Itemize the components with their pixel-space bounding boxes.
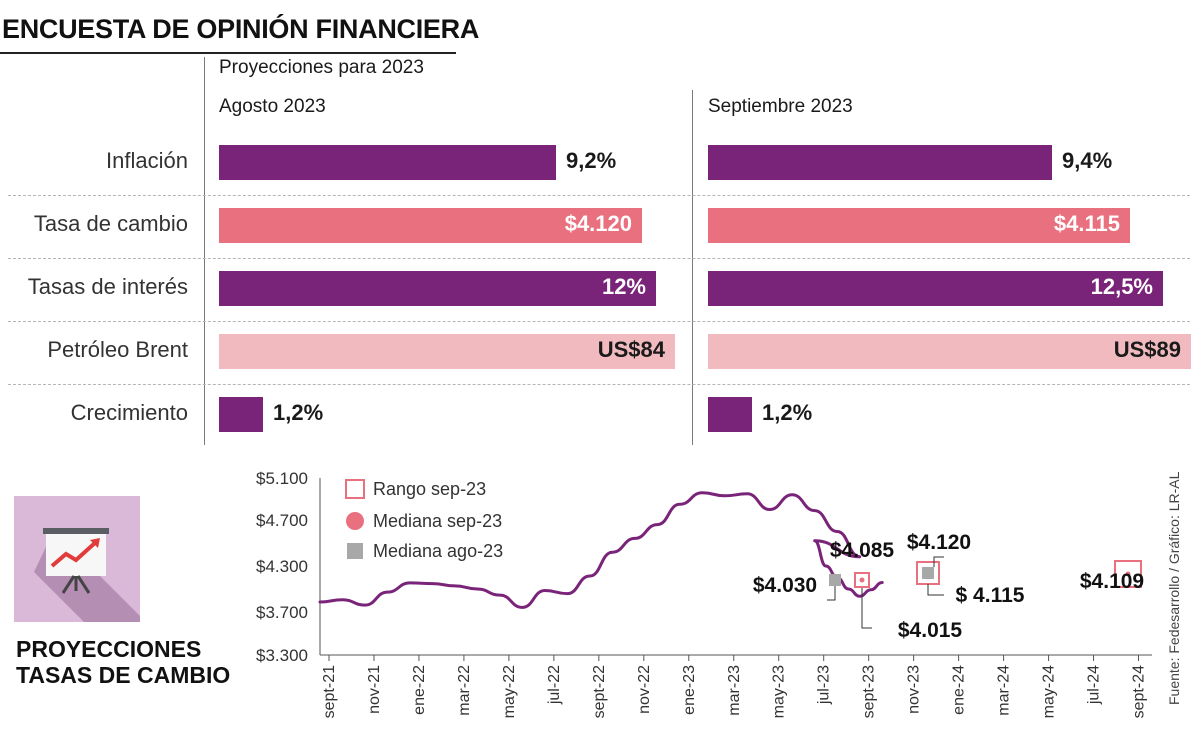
row-separator — [8, 195, 1190, 196]
median-sep-marker — [859, 577, 865, 583]
bar-aug: 12% — [219, 271, 656, 306]
x-tick-label: nov-23 — [906, 665, 923, 714]
source-note: Fuente: Fedesarrollo / Gráfico: LR-AL — [1166, 471, 1182, 705]
bar-value-label: 9,2% — [566, 148, 617, 173]
x-tick-label: mar-23 — [726, 665, 743, 716]
bar-value-label: 9,4% — [1062, 148, 1113, 173]
x-tick-label: sept-22 — [591, 665, 608, 718]
bar-value-label: 1,2% — [273, 400, 324, 425]
legend-label: Rango sep-23 — [373, 479, 486, 499]
x-tick-label: sept-24 — [1131, 665, 1148, 718]
point-label: $4.030 — [753, 574, 817, 597]
period-label-sep: Septiembre 2023 — [708, 96, 853, 117]
label-leader — [827, 586, 836, 601]
x-tick-label: ene-24 — [951, 665, 968, 715]
x-tick-label: sept-23 — [861, 665, 878, 718]
row-separator — [8, 321, 1190, 322]
row-separator — [8, 258, 1190, 259]
y-tick-label: $4.700 — [256, 511, 308, 530]
label-leader — [861, 588, 872, 629]
x-tick-label: may-23 — [771, 665, 788, 718]
y-tick-label: $3.700 — [256, 603, 308, 622]
chart-title: PROYECCIONES TASAS DE CAMBIO — [16, 636, 231, 688]
bar-sep — [708, 397, 752, 432]
x-tick-label: mar-22 — [456, 665, 473, 716]
median-sep-marker — [1125, 571, 1131, 577]
exchange-rate-line — [318, 491, 862, 609]
legend-label: Mediana ago-23 — [373, 541, 503, 561]
bar-sep: US$89 — [708, 334, 1191, 369]
legend-marker-median-sep — [346, 512, 364, 530]
row-separator — [8, 384, 1190, 385]
bar-value-label: 12,5% — [1090, 274, 1153, 299]
title-rule — [0, 52, 456, 54]
x-tick-label: may-24 — [1041, 665, 1058, 718]
legend-marker-range — [345, 479, 365, 499]
bar-aug: US$84 — [219, 334, 675, 369]
y-tick-label: $3.300 — [256, 646, 308, 665]
point-label: $4.109 — [1080, 570, 1144, 593]
x-tick-label: jul-24 — [1086, 665, 1103, 705]
label-leader — [933, 556, 944, 567]
x-tick-label: nov-22 — [636, 665, 653, 714]
bar-value-label: $4.120 — [564, 211, 632, 236]
presentation-chart-icon — [14, 496, 140, 622]
x-tick-label: sept-21 — [321, 665, 338, 718]
row-label: Tasas de interés — [27, 274, 188, 299]
legend-label: Mediana sep-23 — [373, 511, 502, 531]
bar-value-label: 12% — [601, 274, 646, 299]
divider-left — [204, 57, 205, 445]
bar-value-label: $4.115 — [1053, 211, 1120, 236]
bar-value-label: US$84 — [597, 337, 665, 362]
point-label: $4.085 — [830, 539, 895, 562]
median-aug-marker — [829, 574, 841, 586]
median-aug-marker — [922, 567, 934, 579]
x-tick-label: ene-22 — [411, 665, 428, 715]
subtitle: Proyecciones para 2023 — [219, 57, 424, 78]
label-leader — [927, 584, 944, 596]
y-tick-label: $4.300 — [256, 557, 308, 576]
row-label: Crecimiento — [70, 400, 188, 425]
period-label-aug: Agosto 2023 — [219, 96, 326, 117]
x-tick-label: may-22 — [501, 665, 518, 718]
exchange-rate-line — [813, 539, 884, 598]
bar-sep: $4.115 — [708, 208, 1130, 243]
x-tick-label: jul-22 — [546, 665, 563, 705]
row-label: Inflación — [106, 148, 188, 173]
row-label: Petróleo Brent — [47, 337, 188, 362]
y-tick-label: $5.100 — [256, 469, 308, 488]
bar-aug — [219, 397, 263, 432]
exchange-rate-chart: $5.100 $4.700 $4.300 $3.700 $3.300 sept-21 nov… — [256, 469, 1152, 718]
point-label: $ 4.115 — [956, 584, 1025, 607]
x-tick-label: nov-21 — [366, 665, 383, 714]
legend-marker-median-aug — [347, 543, 363, 559]
bar-value-label: 1,2% — [762, 400, 813, 425]
page-title: ENCUESTA DE OPINIÓN FINANCIERA — [2, 14, 480, 44]
bar-aug: $4.120 — [219, 208, 642, 243]
x-tick-label: jul-23 — [816, 665, 833, 705]
exchange-rate-line-bridge — [814, 539, 860, 559]
x-tick-label: ene-23 — [681, 665, 698, 715]
point-label: $4.015 — [898, 619, 963, 642]
bar-sep: 12,5% — [708, 271, 1163, 306]
bar-sep — [708, 145, 1052, 180]
divider-right — [692, 90, 693, 445]
bar-value-label: US$89 — [1113, 337, 1181, 362]
x-tick-label: mar-24 — [996, 665, 1013, 716]
row-label: Tasa de cambio — [33, 211, 188, 236]
point-label: $4.120 — [907, 531, 971, 554]
bar-aug — [219, 145, 556, 180]
